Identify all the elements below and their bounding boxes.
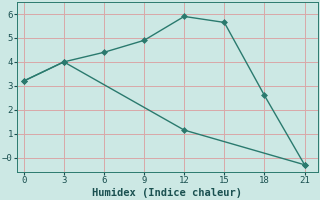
X-axis label: Humidex (Indice chaleur): Humidex (Indice chaleur) <box>92 188 243 198</box>
